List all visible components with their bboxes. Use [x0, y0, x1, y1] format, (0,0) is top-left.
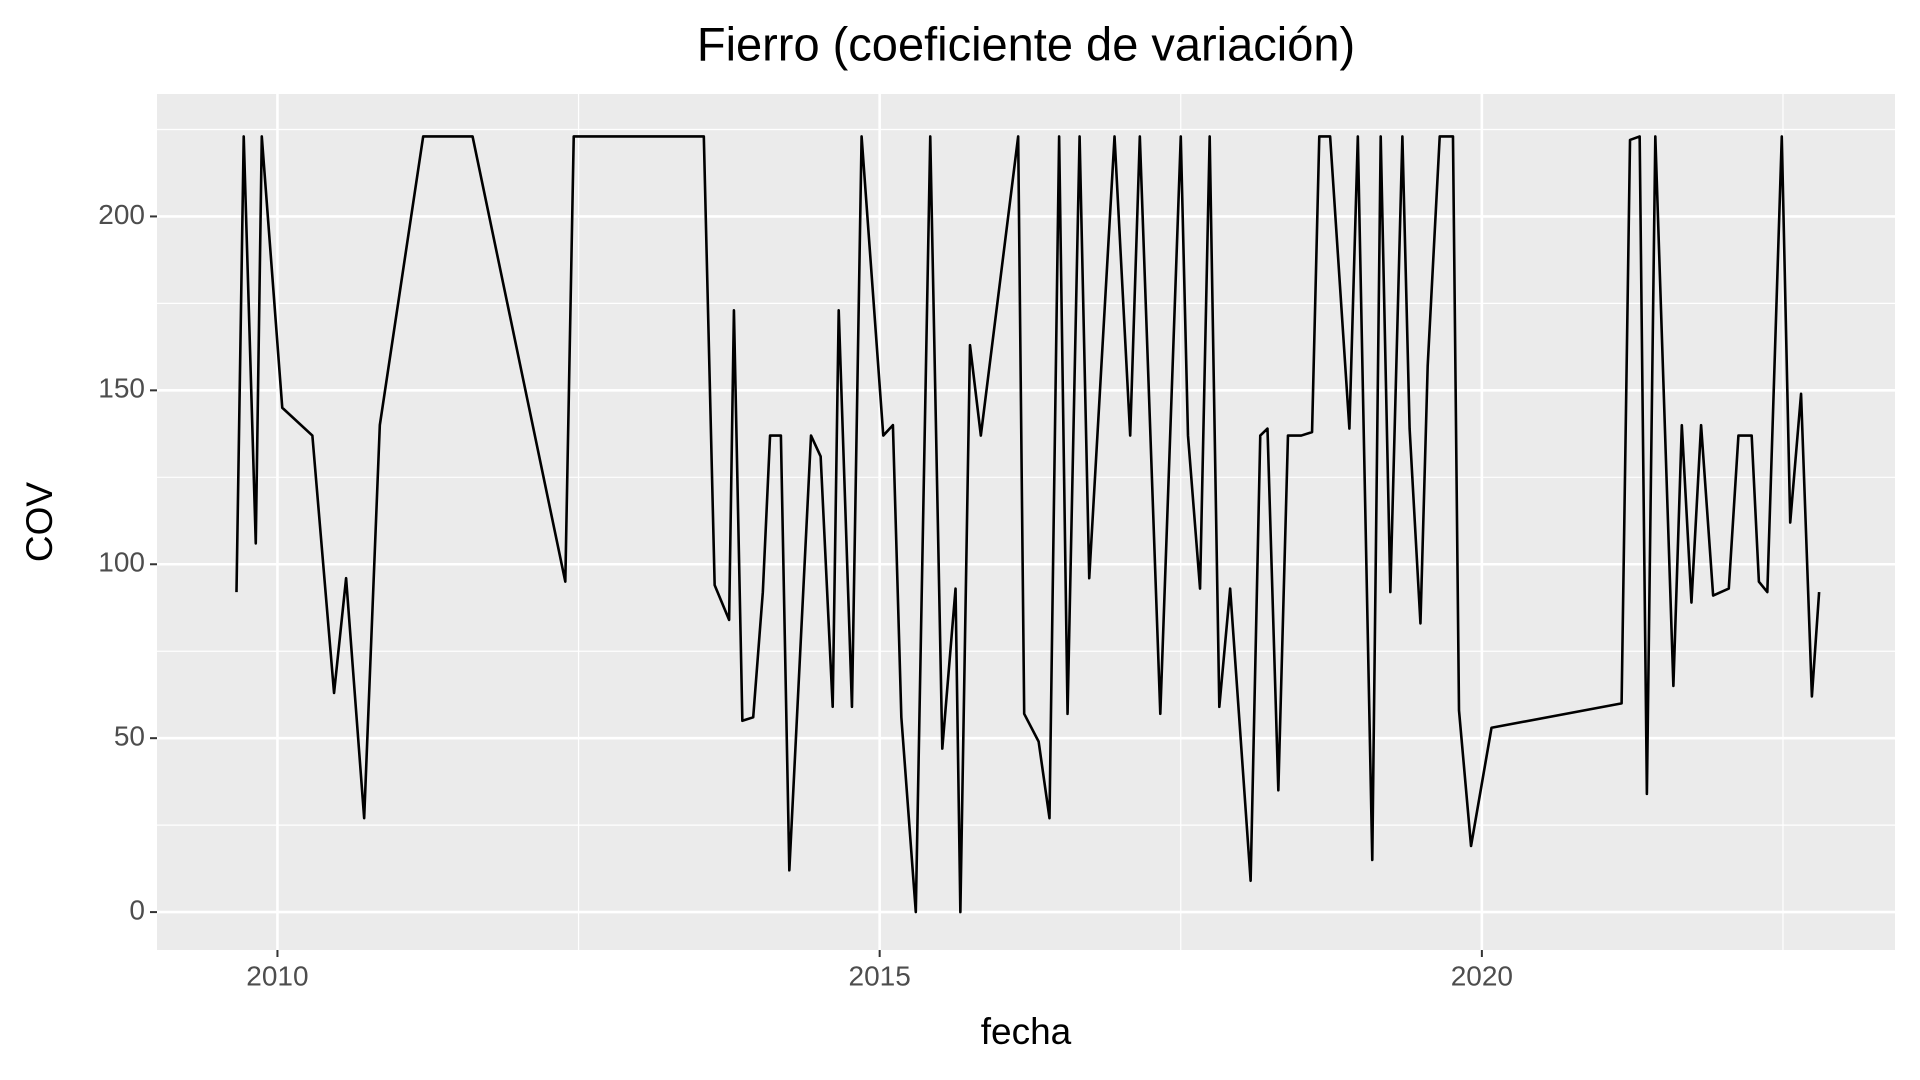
- x-tick-label: 2020: [1451, 960, 1513, 991]
- y-tick-label: 50: [114, 721, 145, 752]
- y-tick-label: 150: [98, 373, 145, 404]
- plot: [235, 135, 1821, 914]
- x-axis-title: fecha: [981, 1011, 1072, 1052]
- x-tick-label: 2015: [849, 960, 911, 991]
- chart-title: Fierro (coeficiente de variación): [697, 17, 1355, 70]
- panel: [157, 94, 1895, 950]
- y-tick-label: 100: [98, 547, 145, 578]
- y-tick-label: 200: [98, 199, 145, 230]
- grid: [157, 94, 1895, 950]
- x-tick-label: 2010: [246, 960, 308, 991]
- data-line: [235, 135, 1821, 914]
- y-axis-title: COV: [19, 482, 60, 563]
- y-tick-label: 0: [129, 894, 145, 925]
